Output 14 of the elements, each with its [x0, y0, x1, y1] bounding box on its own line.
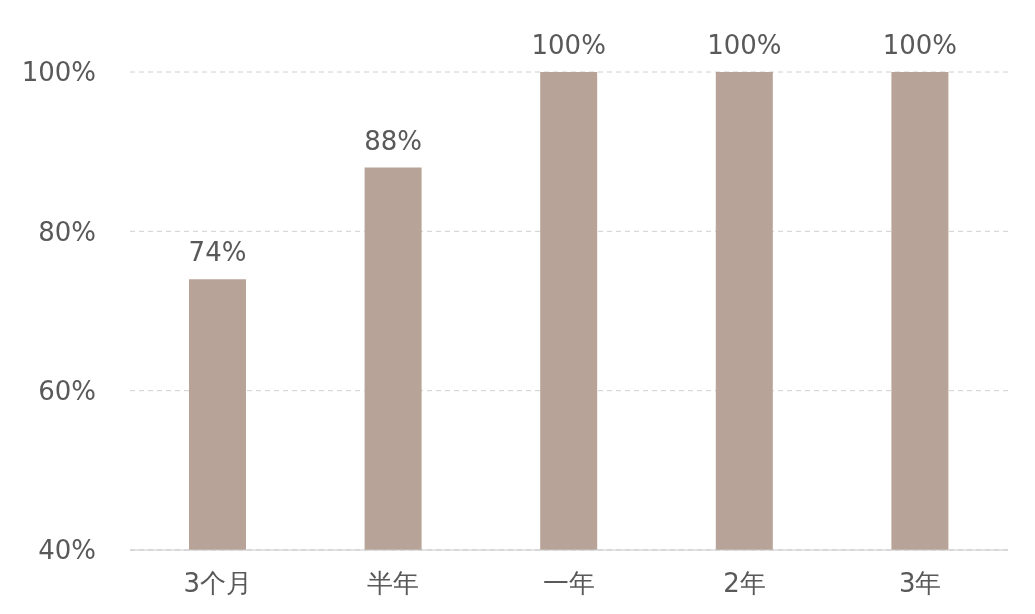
data-label: 88%: [364, 125, 422, 156]
x-tick-label: 3年: [898, 568, 942, 599]
x-tick-label: 3个月: [183, 568, 253, 599]
y-tick-label: 100%: [21, 57, 96, 88]
y-tick-label: 60%: [38, 375, 96, 406]
y-tick-label: 40%: [38, 535, 96, 566]
x-tick-label: 半年: [367, 568, 420, 599]
y-tick-label: 80%: [38, 216, 96, 247]
x-tick-label: 一年: [543, 568, 595, 599]
data-label: 100%: [531, 30, 606, 60]
x-tick-label: 2年: [723, 568, 766, 599]
data-label: 74%: [188, 237, 247, 268]
data-label: 100%: [882, 30, 958, 60]
data-label: 100%: [707, 30, 782, 60]
